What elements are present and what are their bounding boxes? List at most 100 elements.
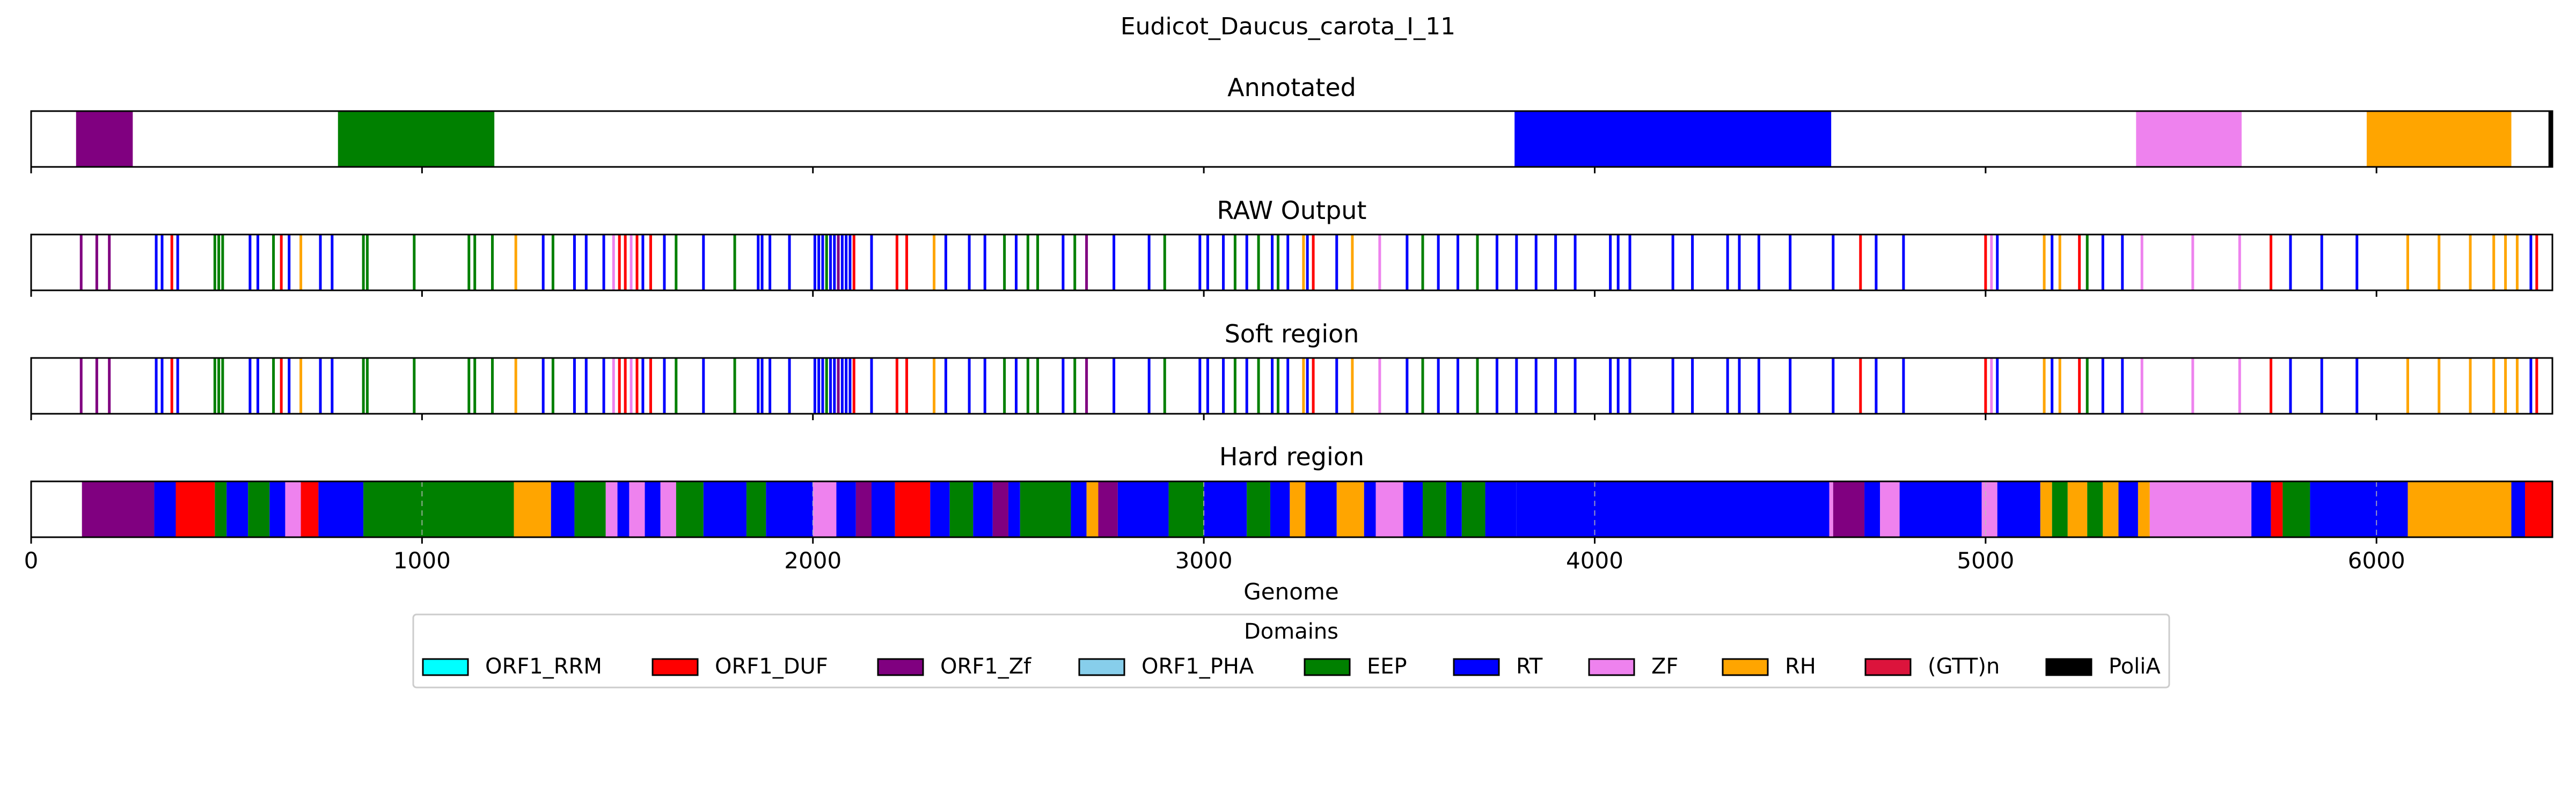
segment-rt xyxy=(318,481,364,537)
legend: Domains ORF1_RRM ORF1_DUF ORF1_Zf ORF1_PHA E… xyxy=(412,613,2170,689)
segment-eep xyxy=(746,481,766,537)
segment-rh xyxy=(2067,481,2088,537)
x-tick-label: 4000 xyxy=(1566,547,1623,574)
legend-item-gtt-n: (GTT)n xyxy=(1864,654,2000,679)
segment-rh xyxy=(2138,481,2150,537)
segment-eep xyxy=(1247,481,1270,537)
legend-swatch xyxy=(652,658,699,676)
track-title: RAW Output xyxy=(1217,196,1367,225)
segment-eep xyxy=(1168,481,1204,537)
segment-eep xyxy=(2052,481,2068,537)
segment-rt xyxy=(617,481,630,537)
x-tick-label: 6000 xyxy=(2348,547,2405,574)
segment-polia xyxy=(2548,111,2552,167)
segment-rt xyxy=(2251,481,2271,537)
segment-rt xyxy=(1516,481,1829,537)
legend-swatch xyxy=(1078,658,1125,676)
segment-rt xyxy=(1997,481,2040,537)
legend-label: ORF1_Zf xyxy=(940,654,1031,679)
legend-item-rh: RH xyxy=(1722,654,1816,679)
segment-eep xyxy=(1020,481,1071,537)
legend-swatch xyxy=(1588,658,1635,676)
segment-rh xyxy=(2367,111,2512,167)
track-annotated: Annotated xyxy=(30,73,2553,173)
segment-eep xyxy=(1423,481,1446,537)
legend-swatch xyxy=(1304,658,1351,676)
segment-rt xyxy=(836,481,856,537)
segment-eep xyxy=(1461,481,1485,537)
segment-rt xyxy=(551,481,575,537)
segment-rt xyxy=(226,481,248,537)
legend-label: (GTT)n xyxy=(1928,654,2000,679)
track-title: Annotated xyxy=(1227,73,1356,102)
segment-eep xyxy=(676,481,704,537)
segment-rt xyxy=(2118,481,2138,537)
segment-eep xyxy=(949,481,974,537)
segment-orf1-zf xyxy=(1098,481,1118,537)
segment-rh xyxy=(1086,481,1099,537)
track-background xyxy=(31,358,2552,414)
segment-orf1-duf xyxy=(175,481,215,537)
legend-swatch xyxy=(1722,658,1769,676)
segment-rt xyxy=(2511,481,2526,537)
segment-rt xyxy=(872,481,895,537)
legend-swatch xyxy=(422,658,469,676)
segment-rh xyxy=(2040,481,2052,537)
legend-swatch xyxy=(1453,658,1500,676)
segment-eep xyxy=(338,111,495,167)
segment-zf xyxy=(1829,481,1833,537)
segment-zf xyxy=(1981,481,1997,537)
legend-swatch xyxy=(2045,658,2092,676)
segment-zf xyxy=(629,481,645,537)
segment-rt xyxy=(269,481,286,537)
legend-item-polia: PoliA xyxy=(2045,654,2161,679)
segment-rh xyxy=(1336,481,1364,537)
segment-orf1-zf xyxy=(855,481,872,537)
segment-zf xyxy=(1375,481,1403,537)
x-tick-label: 2000 xyxy=(784,547,841,574)
segment-rt xyxy=(1899,481,1982,537)
segment-rt xyxy=(930,481,950,537)
x-tick-label: 1000 xyxy=(393,547,451,574)
segment-zf xyxy=(2149,481,2252,537)
segment-rt xyxy=(1514,111,1832,167)
segment-rt xyxy=(1071,481,1087,537)
segment-orf1-zf xyxy=(82,481,155,537)
segment-rt xyxy=(1864,481,1880,537)
track-frame xyxy=(30,233,2553,291)
segment-orf1-duf xyxy=(301,481,319,537)
segment-eep xyxy=(248,481,270,537)
legend-label: ORF1_RRM xyxy=(485,654,602,679)
legend-title: Domains xyxy=(1244,619,1338,644)
x-tick-label: 3000 xyxy=(1175,547,1233,574)
segment-zf xyxy=(813,481,837,537)
figure-title: Eudicot_Daucus_carota_I_11 xyxy=(1121,13,1455,40)
track-frame xyxy=(30,357,2553,415)
legend-swatch xyxy=(1864,658,1912,676)
x-tick-label: 5000 xyxy=(1957,547,2014,574)
track-background xyxy=(31,235,2552,290)
segment-rh xyxy=(1290,481,1306,537)
track-title: Soft region xyxy=(1225,319,1359,348)
legend-item-orf1-duf: ORF1_DUF xyxy=(652,654,828,679)
x-axis: 0 1000 2000 3000 4000 5000 6000 xyxy=(24,547,2405,574)
segment-zf xyxy=(2136,111,2242,167)
segment-rh xyxy=(2407,481,2512,537)
segment-rt xyxy=(2310,481,2408,537)
x-axis-label: Genome xyxy=(1243,579,1338,605)
segment-rt xyxy=(973,481,993,537)
segment-orf1-duf xyxy=(2525,481,2552,537)
legend-item-zf: ZF xyxy=(1588,654,1678,679)
segment-orf1-zf xyxy=(992,481,1008,537)
segment-eep xyxy=(215,481,227,537)
segment-rt xyxy=(1403,481,1423,537)
legend-items: ORF1_RRM ORF1_DUF ORF1_Zf ORF1_PHA EEP RT ZF RH… xyxy=(422,654,2161,679)
legend-label: ORF1_PHA xyxy=(1141,654,1254,679)
segment-eep xyxy=(363,481,514,537)
legend-label: RH xyxy=(1785,654,1816,679)
legend-item-orf1-zf: ORF1_Zf xyxy=(877,654,1031,679)
track-soft-region: Soft region xyxy=(30,319,2553,420)
track-raw-output: RAW Output xyxy=(30,196,2553,297)
tracks: Annotated RAW Output Soft region Hard regio… xyxy=(30,73,2553,544)
